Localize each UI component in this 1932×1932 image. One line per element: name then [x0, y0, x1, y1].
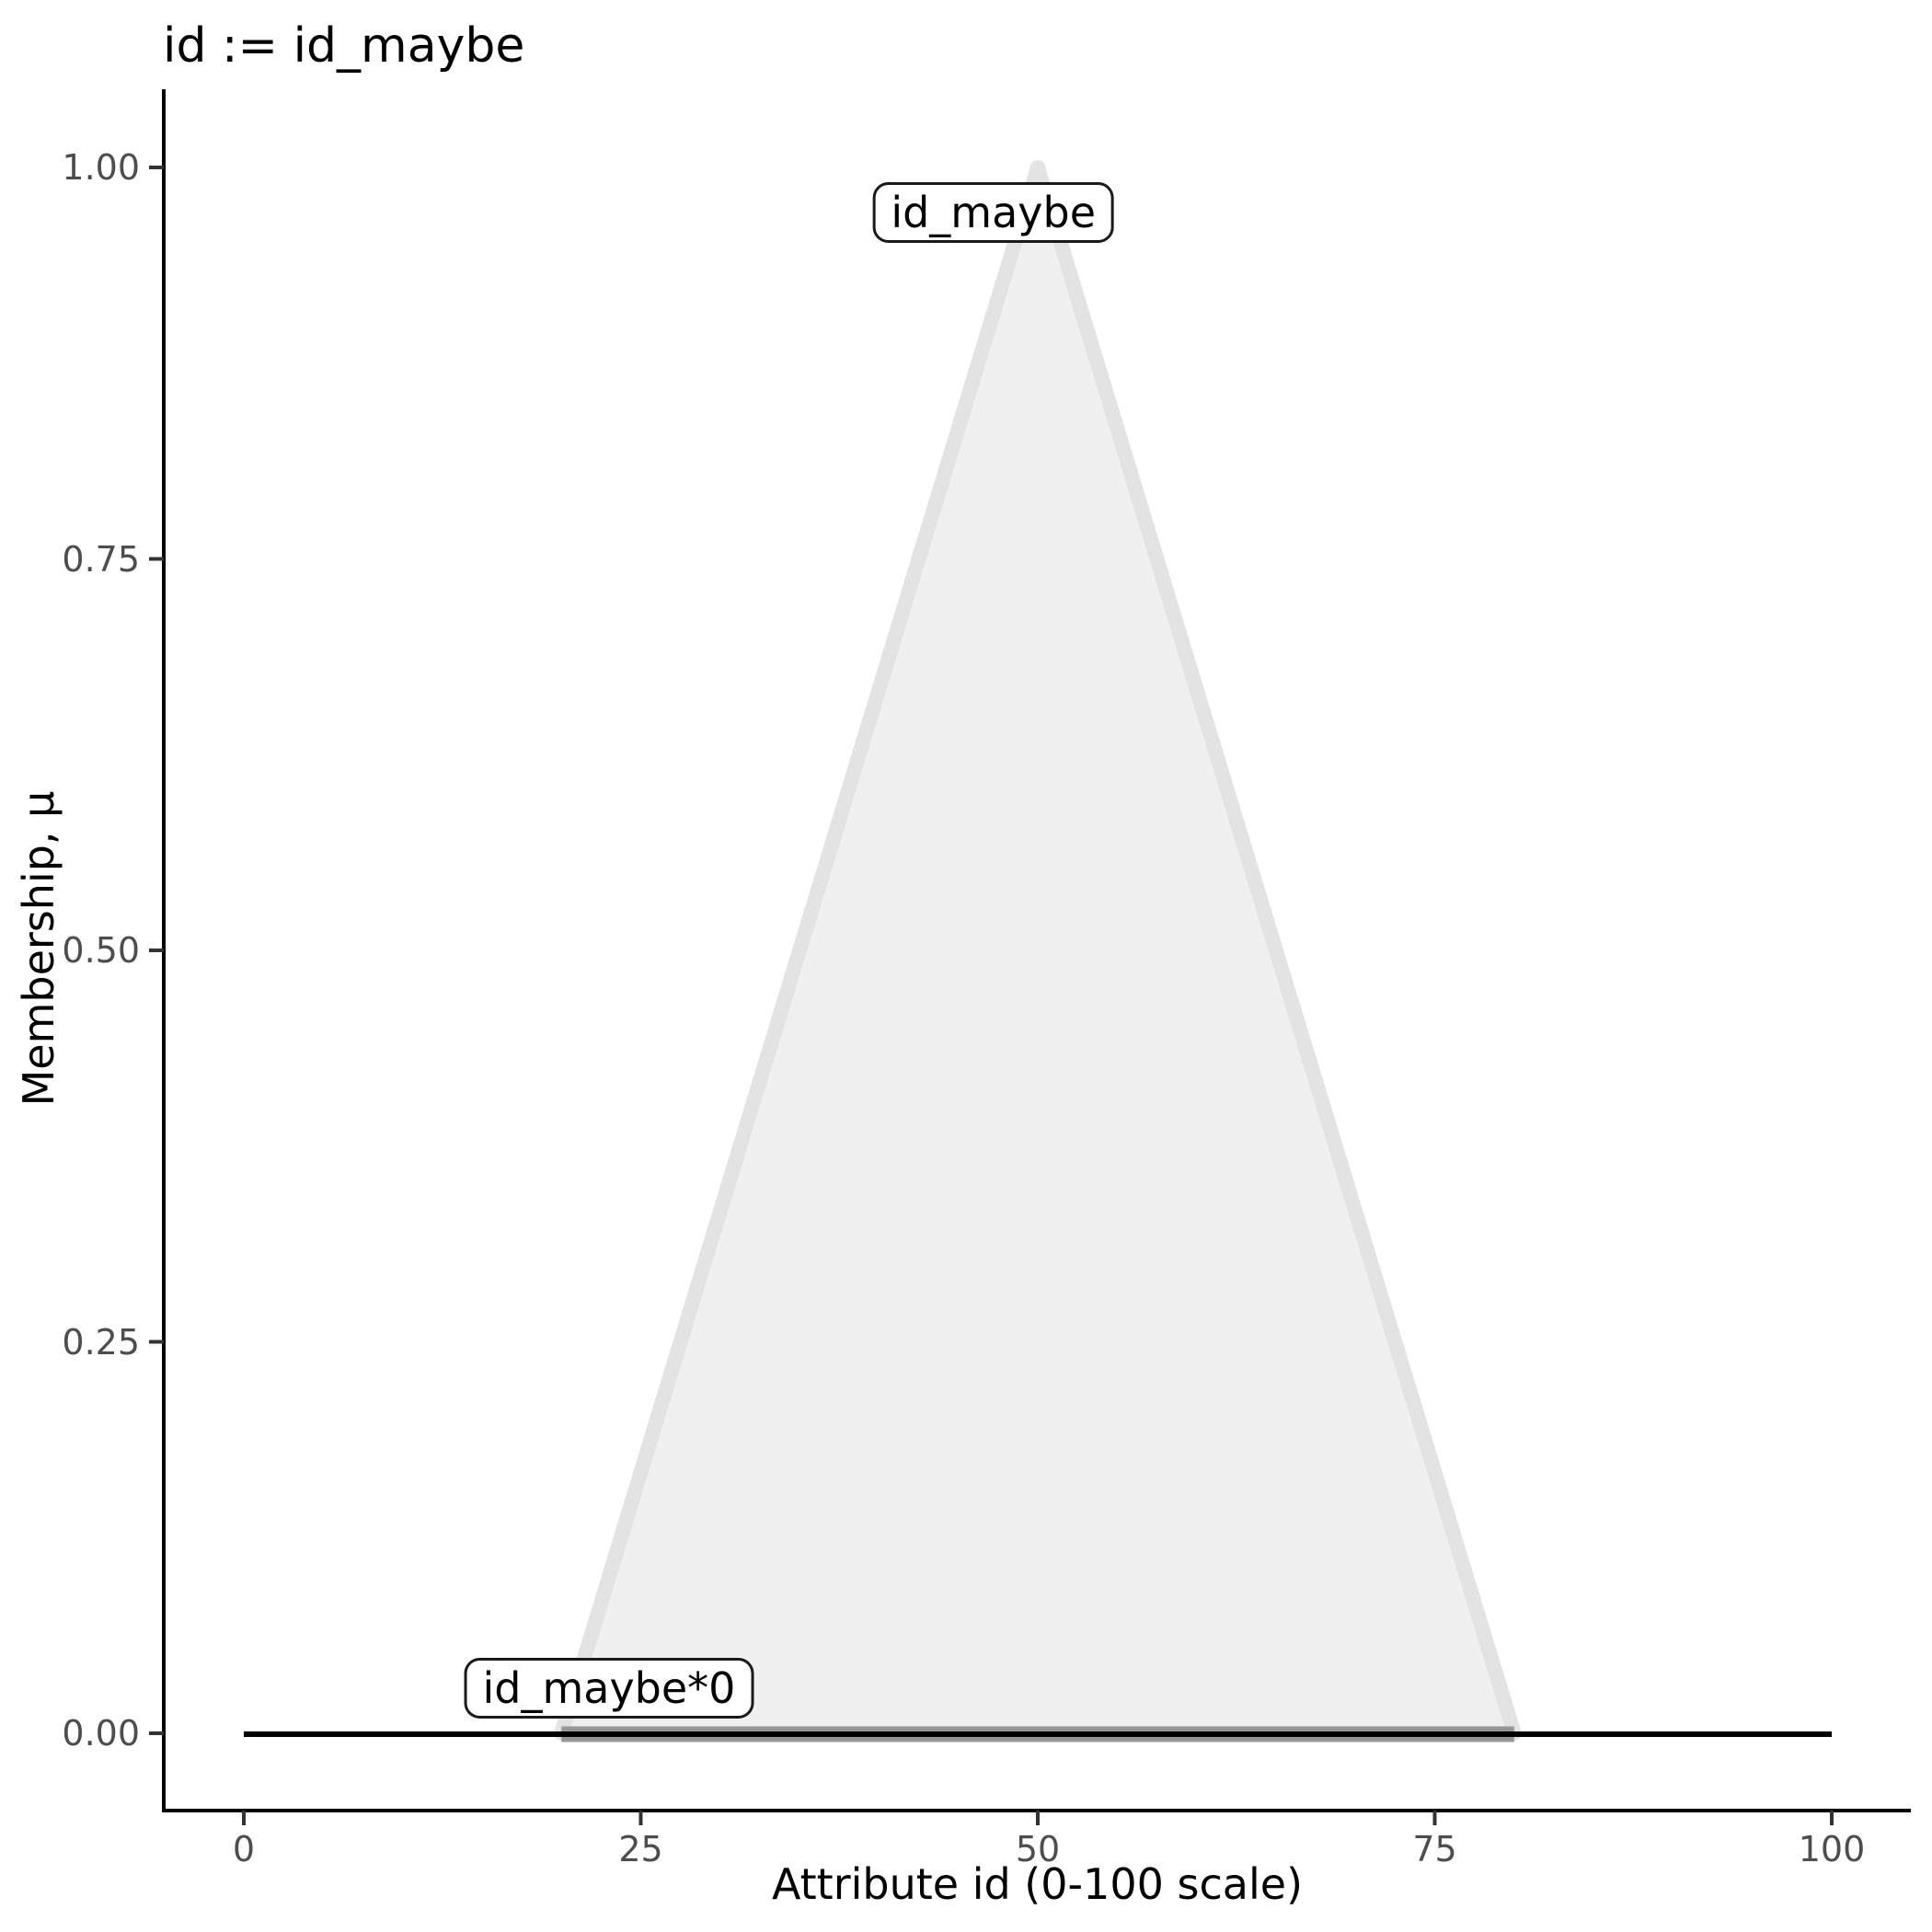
- y-tick-label-1.00: 1.00: [62, 147, 140, 188]
- x-tick-label-0: 0: [232, 1829, 256, 1869]
- y-axis-title: Membership, μ: [14, 790, 63, 1107]
- plot-label-id_maybe: id_maybe: [872, 182, 1115, 244]
- y-tick-label-0.75: 0.75: [62, 538, 140, 580]
- x-axis-title: Attribute id (0-100 scale): [771, 1859, 1304, 1909]
- x-tick-label-100: 100: [1798, 1829, 1866, 1869]
- y-tick-label-0.25: 0.25: [62, 1321, 140, 1363]
- plot-label-id_maybe*0: id_maybe*0: [464, 1657, 754, 1719]
- y-tick-label-0.00: 0.00: [62, 1713, 140, 1754]
- membership-triangle-id_maybe: [554, 160, 1522, 1741]
- x-tick-label-50: 50: [1015, 1829, 1061, 1869]
- x-tick-label-75: 75: [1412, 1829, 1457, 1869]
- x-tick-label-25: 25: [618, 1829, 663, 1869]
- plot-title: id := id_maybe: [163, 18, 525, 74]
- y-tick-label-0.50: 0.50: [62, 930, 140, 971]
